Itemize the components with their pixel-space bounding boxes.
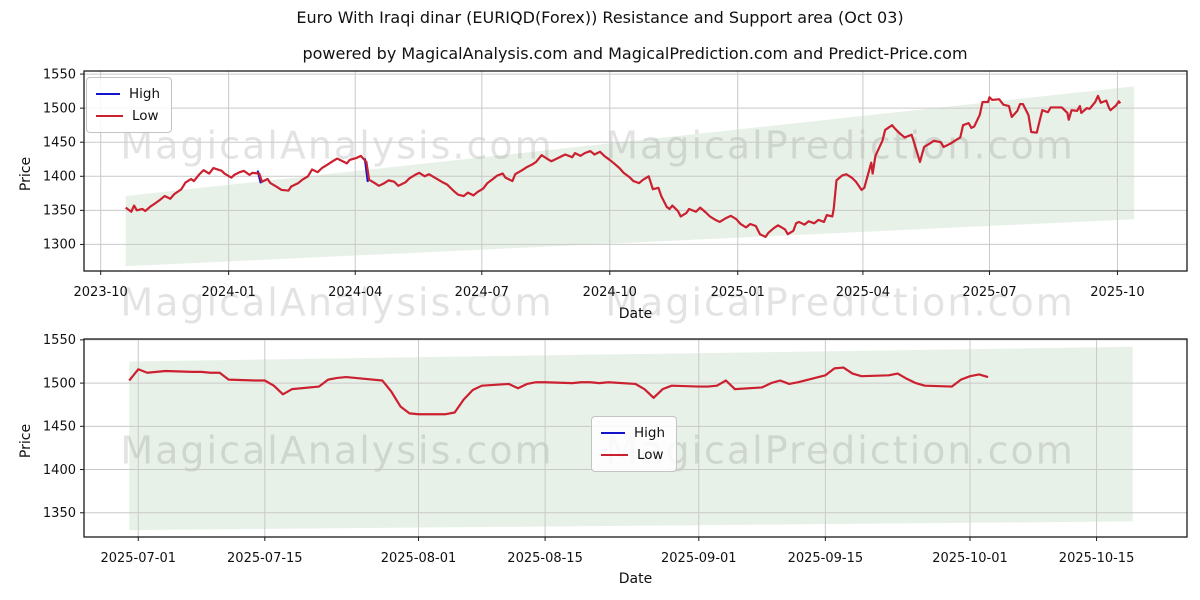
y-tick-label: 1550: [43, 67, 76, 82]
legend-item-high: High: [601, 424, 665, 442]
watermark-text: MagicalAnalysis.com: [120, 123, 553, 167]
x-tick-label: 2024-01: [201, 285, 255, 300]
low-line-swatch: [601, 454, 628, 456]
legend-label-low: Low: [132, 108, 159, 124]
watermark-text: MagicalPrediction.com: [605, 123, 1075, 167]
x-tick-label: 2024-07: [455, 285, 509, 300]
page-subtitle: powered by MagicalAnalysis.com and Magic…: [302, 44, 968, 63]
y-tick-label: 1350: [43, 506, 76, 521]
x-tick-label: 2025-10: [1090, 285, 1144, 300]
x-tick-label: 2025-04: [836, 285, 890, 300]
legend-bottom-chart: High Low: [591, 416, 677, 472]
y-axis-title-top-text: Price: [18, 156, 34, 192]
y-tick-label: 1400: [43, 170, 76, 185]
legend-item-low: Low: [601, 446, 665, 464]
watermark-text: MagicalPrediction.com: [605, 428, 1075, 472]
watermark-text: MagicalAnalysis.com: [120, 428, 553, 472]
legend-item-low: Low: [96, 107, 160, 125]
y-tick-label: 1500: [43, 101, 76, 116]
low-line-series: [128, 366, 989, 416]
legend-label-high: High: [633, 425, 665, 441]
legend-top-chart: High Low: [86, 77, 172, 133]
x-tick-label: 2025-09-01: [661, 551, 737, 566]
legend-item-high: High: [96, 85, 160, 103]
watermark-text: MagicalAnalysis.com: [120, 280, 553, 324]
page-title: Euro With Iraqi dinar (EURIQD(Forex)) Re…: [296, 8, 904, 27]
x-tick-label: 2025-10-01: [932, 551, 1008, 566]
x-tick-label: 2025-08-01: [381, 551, 457, 566]
watermark-text: MagicalPrediction.com: [605, 280, 1075, 324]
legend-label-high: High: [128, 86, 160, 102]
y-tick-label: 1500: [43, 376, 76, 391]
y-tick-label: 1350: [43, 204, 76, 219]
x-tick-label: 2023-10: [74, 285, 128, 300]
legend-label-low: Low: [637, 447, 664, 463]
plot-border: [83, 338, 1188, 538]
x-tick-label: 2025-10-15: [1059, 551, 1135, 566]
x-tick-label: 2025-01: [711, 285, 765, 300]
plot-border: [83, 70, 1188, 272]
x-tick-label: 2025-07-01: [100, 551, 176, 566]
x-tick-label: 2025-09-15: [788, 551, 864, 566]
x-tick-label: 2024-10: [583, 285, 637, 300]
x-axis-title-top: Date: [618, 306, 653, 322]
y-tick-label: 1300: [43, 238, 76, 253]
y-tick-label: 1450: [43, 135, 76, 150]
y-tick-label: 1550: [43, 333, 76, 348]
high-line-swatch: [601, 432, 625, 434]
x-tick-label: 2024-04: [328, 285, 382, 300]
x-tick-label: 2025-07-15: [227, 551, 303, 566]
x-axis-title-bottom: Date: [618, 571, 653, 587]
y-tick-label: 1400: [43, 463, 76, 478]
low-line-swatch: [96, 115, 123, 117]
high-line-swatch: [96, 93, 120, 95]
y-axis-title-bottom-text: Price: [18, 423, 34, 459]
x-tick-label: 2025-07: [962, 285, 1016, 300]
low-line-series: [125, 94, 1122, 239]
y-tick-label: 1450: [43, 420, 76, 435]
x-tick-label: 2025-08-15: [507, 551, 583, 566]
